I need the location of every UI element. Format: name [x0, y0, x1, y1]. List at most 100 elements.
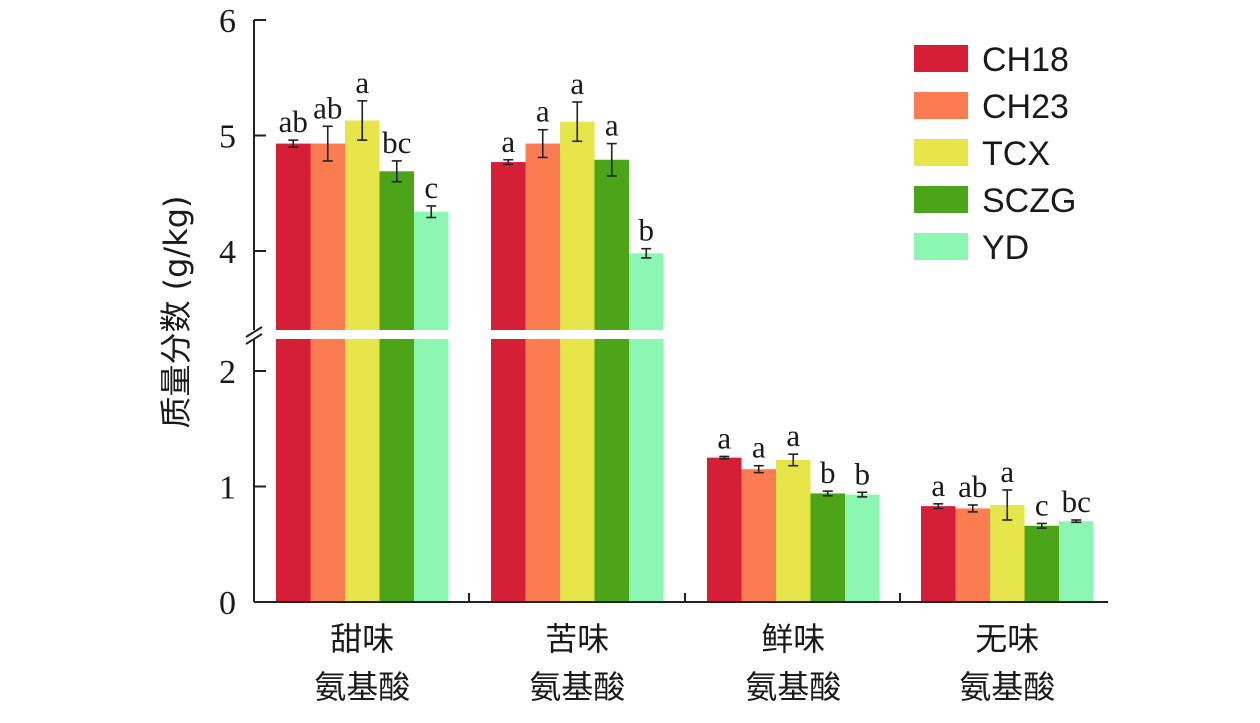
bar-ch18-cat1-lower [276, 339, 311, 602]
error-bar-tcx-cat3 [788, 453, 799, 467]
bar-ch23-cat2-lower [525, 339, 560, 602]
y-ticks: 0 1 2 4 5 6 [219, 3, 266, 622]
legend-item-sczg: SCZG [914, 182, 1076, 220]
axes [245, 20, 1108, 603]
bar-ch18-cat2-lower [491, 339, 526, 602]
legend-swatch [914, 233, 968, 260]
bar-yd-cat1-upper [414, 211, 449, 330]
error-bar-ch18-cat1 [288, 139, 299, 148]
legend-item-yd: YD [914, 229, 1029, 267]
sig-label-sczg-cat2: a [605, 108, 619, 143]
error-bar-ch23-cat1 [322, 125, 333, 162]
sig-label-sczg-cat3: b [820, 455, 836, 490]
bar-yd-cat3 [845, 494, 880, 602]
y-tick-label: 6 [219, 3, 236, 40]
error-bar-ch23-cat3 [753, 464, 764, 474]
error-bar-yd-cat4 [1071, 519, 1082, 524]
bar-sczg-cat4 [1024, 525, 1059, 602]
error-bar-ch18-cat2 [503, 158, 514, 166]
sig-label-ch23-cat3: a [752, 430, 766, 465]
bar-sczg-cat2-lower [594, 339, 629, 602]
legend-swatch [914, 139, 968, 166]
error-bar-ch23-cat4 [967, 504, 978, 513]
error-bar-ch18-cat4 [933, 503, 944, 510]
x-category-label: 氨基酸 [745, 668, 841, 706]
error-bar-yd-cat3 [857, 491, 868, 498]
y-axis-label: 质量分数 (g/kg) [157, 195, 195, 428]
sig-label-ch18-cat2: a [501, 124, 515, 159]
bar-tcx-cat4 [990, 504, 1025, 602]
bar-sczg-cat2-upper [594, 159, 629, 330]
legend-label: SCZG [982, 182, 1076, 220]
error-bar-yd-cat1 [426, 205, 437, 219]
sig-label-tcx-cat3: a [786, 418, 800, 453]
legend-swatch [914, 45, 968, 72]
x-category-label: 氨基酸 [959, 668, 1055, 706]
bar-yd-cat2-upper [629, 253, 664, 330]
legend-label: CH23 [982, 88, 1069, 126]
error-bar-sczg-cat2 [606, 142, 617, 177]
y-tick-label: 2 [219, 354, 236, 391]
sig-label-tcx-cat1: a [355, 65, 369, 100]
bars-layer [276, 100, 1094, 602]
bar-tcx-cat1-lower [345, 339, 380, 602]
sig-label-yd-cat1: c [424, 170, 438, 205]
sig-label-sczg-cat1: bc [382, 125, 411, 160]
x-category-label: 甜味 [330, 620, 394, 658]
error-bar-sczg-cat1 [391, 160, 402, 183]
error-bar-tcx-cat1 [357, 100, 368, 141]
bar-ch18-cat1-upper [276, 143, 311, 330]
legend-label: CH18 [982, 41, 1069, 79]
x-category-label: 无味 [975, 620, 1039, 658]
legend: CH18 CH23 TCX SCZG YD [914, 41, 1076, 267]
bar-yd-cat1-lower [414, 339, 449, 602]
sig-label-yd-cat3: b [855, 456, 871, 491]
sig-label-yd-cat4: bc [1062, 484, 1091, 519]
bar-sczg-cat3 [810, 493, 845, 602]
legend-item-ch18: CH18 [914, 41, 1069, 79]
sig-label-ch23-cat1: ab [313, 90, 342, 125]
bar-ch18-cat4 [921, 506, 956, 602]
legend-label: YD [982, 229, 1029, 267]
x-category-label: 氨基酸 [314, 668, 410, 706]
bar-tcx-cat3 [776, 459, 811, 602]
sig-label-ch18-cat3: a [717, 420, 731, 455]
bar-yd-cat2-lower [629, 339, 664, 602]
y-tick-label: 1 [219, 470, 236, 507]
sig-label-ch23-cat4: ab [958, 469, 987, 504]
bar-ch18-cat2-upper [491, 162, 526, 330]
bar-ch23-cat4 [955, 508, 990, 602]
axis-break-mark-1 [245, 326, 263, 338]
sig-label-tcx-cat2: a [570, 66, 584, 101]
bar-ch23-cat1-lower [310, 339, 345, 602]
sig-label-tcx-cat4: a [1000, 454, 1014, 489]
legend-swatch [914, 92, 968, 119]
x-category-label: 鲜味 [761, 620, 825, 658]
legend-item-tcx: TCX [914, 135, 1050, 173]
y-tick-label: 4 [219, 234, 236, 271]
bar-tcx-cat2-upper [560, 121, 595, 330]
sig-label-yd-cat2: b [639, 213, 655, 248]
bar-yd-cat4 [1059, 521, 1094, 602]
legend-label: TCX [982, 135, 1050, 173]
y-tick-label: 0 [219, 585, 236, 622]
error-bar-yd-cat2 [641, 247, 652, 259]
bar-ch23-cat3 [741, 469, 776, 602]
bar-tcx-cat1-upper [345, 120, 380, 330]
error-bar-ch18-cat3 [719, 455, 730, 460]
y-tick-label: 5 [219, 119, 236, 156]
bar-sczg-cat1-lower [379, 339, 414, 602]
x-category-label: 苦味 [545, 620, 609, 658]
bar-ch18-cat3 [707, 457, 742, 602]
error-bar-sczg-cat4 [1036, 522, 1047, 529]
legend-swatch [914, 186, 968, 213]
sig-label-sczg-cat4: c [1035, 487, 1049, 522]
sig-label-ch18-cat1: ab [279, 104, 308, 139]
error-bar-tcx-cat4 [1002, 489, 1013, 521]
sig-label-ch18-cat4: a [931, 468, 945, 503]
x-category-label: 氨基酸 [529, 668, 625, 706]
axis-break-mark-2 [245, 333, 263, 345]
